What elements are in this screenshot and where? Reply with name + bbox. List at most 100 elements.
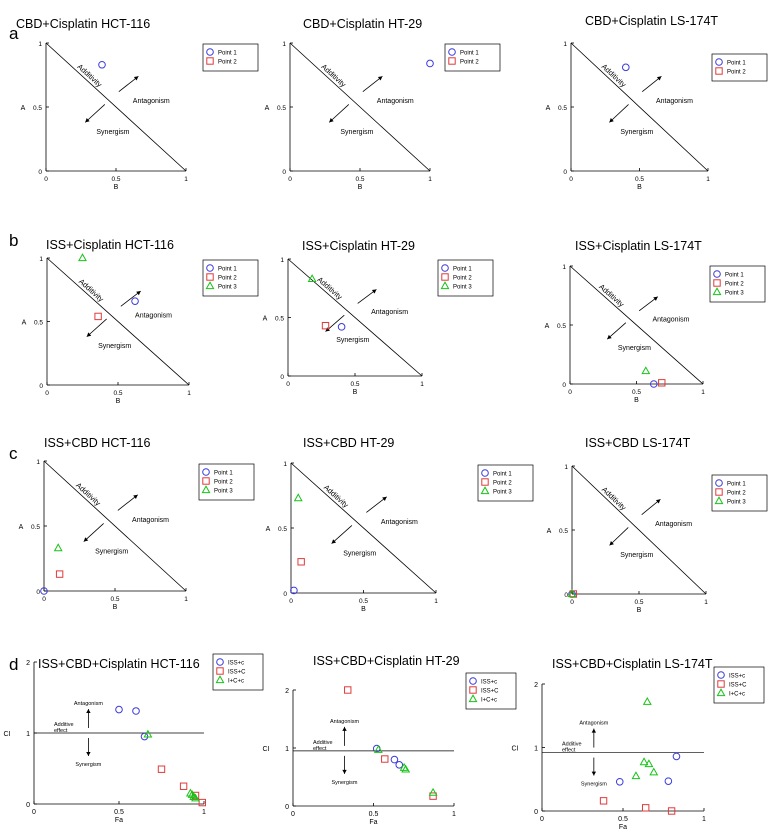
legend-label: Point 3: [493, 490, 512, 496]
additivity-line: [43, 460, 187, 592]
x-tick-label: 0: [569, 176, 573, 183]
x-tick-label: 0: [44, 176, 48, 183]
antagonism-label: Antagonism: [656, 98, 693, 105]
antagonism-arrow-head: [377, 76, 383, 81]
legend-label: ISS+C: [228, 670, 246, 676]
x-tick-label: 0.5: [110, 596, 119, 603]
y-axis-label: A: [547, 528, 552, 535]
x-tick-label: 0.5: [634, 599, 643, 606]
y-axis-label: A: [545, 323, 550, 330]
legend-marker-square: [481, 478, 489, 486]
antagonism-label: Antagonism: [381, 519, 418, 526]
antagonism-arrow-head: [86, 709, 91, 713]
data-point-circle: [131, 297, 139, 305]
synergism-arrow-head: [342, 769, 347, 774]
legend-label: Point 1: [727, 61, 746, 67]
chart-c2: ISS+CBD HT-29 0 0.5 1 0 0.5 1 B A Additivity Antag…: [266, 436, 534, 613]
y-tick-label: 0: [280, 374, 284, 381]
legend-marker-triangle: [205, 281, 215, 290]
legend-label: Point 3: [453, 285, 472, 291]
legend-label: Point 2: [727, 70, 746, 76]
data-point-circle: [622, 63, 630, 72]
synergism-arrow: [606, 322, 627, 340]
data-point-circle: [664, 777, 673, 785]
data-point-circle: [615, 777, 624, 786]
legend: ISS+c ISS+C I+C+c: [713, 666, 765, 704]
synergism-label: Synergism: [332, 780, 358, 786]
legend-box: [709, 265, 766, 303]
chart-c3: ISS+CBD LS-174T 0 0.5 1 0 0.5 1 B A Additivity Ant…: [547, 436, 768, 614]
y-tick-label: 1: [39, 256, 43, 263]
synergism-arrow-head: [329, 118, 334, 123]
x-tick-label: 0: [45, 390, 49, 397]
y-tick-label: 1: [283, 461, 287, 468]
legend-marker-square: [717, 680, 725, 688]
legend-marker-square: [206, 273, 214, 281]
x-tick-label: 0.5: [618, 816, 628, 823]
legend-label: Point 2: [493, 481, 512, 487]
data-point-square: [344, 686, 352, 694]
chart-b3: ISS+Cisplatin LS-174T 0 0.5 1 0 0.5 1 B A Additiv…: [545, 239, 766, 404]
antagonism-arrow-head: [382, 496, 387, 501]
y-tick-label: 1: [38, 41, 42, 48]
additive-label: Additive: [54, 722, 74, 728]
y-axis-label: CI: [263, 746, 270, 753]
additivity-line: [570, 42, 709, 172]
synergism-label: Synergism: [336, 337, 369, 344]
additivity-label: Additivity: [74, 481, 102, 508]
legend-box: [202, 259, 259, 297]
data-point-triangle: [307, 274, 317, 282]
data-point-triangle: [191, 793, 200, 802]
legend-label: Point 1: [725, 273, 744, 279]
antagonism-label: Antagonism: [330, 719, 359, 725]
legend-box: [212, 653, 264, 691]
x-tick-label: 1: [420, 381, 424, 388]
legend-label: Point 2: [725, 282, 744, 288]
additivity-label: Additivity: [322, 483, 351, 510]
legend-label: Point 3: [725, 291, 744, 297]
antagonism-arrow-head: [655, 499, 661, 504]
data-point-circle: [337, 323, 346, 331]
legend-marker-circle: [469, 677, 477, 685]
legend-marker-triangle: [468, 694, 478, 703]
chart-b1: ISS+Cisplatin HCT-116 0 0.5 1 0 0.5 1 B A Additiv…: [22, 238, 259, 405]
legend-marker-square: [715, 488, 723, 496]
data-point-square: [641, 804, 650, 812]
legend-box: [437, 259, 494, 297]
x-tick-label: 0.5: [369, 811, 379, 818]
y-tick-label: 1: [534, 746, 538, 753]
additivity-label: Additivity: [600, 485, 628, 512]
legend-label: Point 2: [218, 276, 237, 282]
data-point-circle: [132, 707, 140, 715]
x-tick-label: 0: [291, 811, 295, 818]
legend-label: I+C+c: [228, 679, 244, 685]
x-tick-label: 0: [32, 809, 36, 816]
legend-label: Point 2: [727, 491, 746, 497]
synergism-label: Synergism: [96, 129, 129, 136]
y-axis-label: A: [263, 316, 268, 323]
x-tick-label: 1: [701, 389, 705, 396]
row-label-c: c: [9, 444, 18, 463]
data-point-triangle: [143, 729, 153, 738]
y-tick-label: 0.5: [278, 526, 287, 533]
x-tick-label: 1: [702, 816, 706, 823]
chart-title: ISS+CBD HCT-116: [44, 436, 150, 450]
data-point-square: [297, 558, 305, 566]
y-axis-label: A: [546, 105, 551, 112]
additivity-line: [571, 465, 707, 595]
data-point-circle: [115, 705, 123, 714]
effect-label: effect: [313, 746, 327, 752]
chart-b2: ISS+Cisplatin HT-29 0 0.5 1 0 0.5 1 B A Additivit…: [263, 239, 494, 396]
legend: Point 1 Point 2 Point 3: [198, 463, 255, 501]
x-tick-label: 0.5: [350, 381, 359, 388]
synergism-arrow-head: [83, 537, 89, 542]
legend-marker-circle: [206, 48, 214, 56]
synergism-arrow-head: [609, 541, 614, 546]
y-tick-label: 0: [39, 383, 43, 390]
x-tick-label: 0: [568, 389, 572, 396]
chart-title: ISS+CBD HT-29: [303, 436, 394, 450]
y-axis-label: A: [19, 524, 24, 531]
legend-label: Point 1: [493, 472, 512, 478]
y-tick-label: 0.5: [557, 323, 566, 330]
